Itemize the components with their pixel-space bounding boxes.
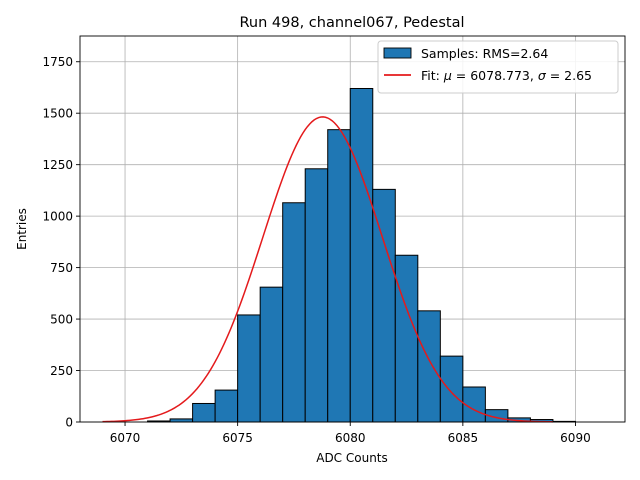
y-tick-label: 1500: [42, 107, 73, 121]
legend-fit-label: Fit: μ = 6078.773, σ = 2.65: [421, 68, 592, 83]
legend-fit-mu-value: = 6078.773,: [452, 68, 538, 83]
x-tick-label: 6070: [110, 431, 141, 445]
axes-frame: [79, 35, 626, 423]
legend-samples-label: Samples: RMS=2.64: [421, 46, 548, 61]
histogram-bar-4: [237, 314, 261, 423]
histogram-bars: [147, 87, 576, 423]
legend-samples-swatch: [383, 47, 412, 59]
x-tick-label: 6080: [335, 431, 366, 445]
x-tick-label: 6090: [560, 431, 591, 445]
histogram-bar-3: [214, 389, 239, 423]
legend-fit-sigma-symbol: σ: [538, 68, 547, 83]
histogram-bar-13: [439, 355, 464, 423]
legend-box: [377, 40, 619, 94]
y-tick-label: 0: [65, 416, 73, 430]
histogram-bar-10: [372, 188, 396, 423]
histogram-bar-5: [259, 286, 284, 423]
legend-fit-prefix: Fit:: [421, 68, 444, 83]
histogram-bar-6: [282, 202, 306, 423]
y-axis-ticks: 0 250 500 750 1000 1250 1500 1750: [42, 55, 80, 430]
x-tick-label: 6085: [448, 431, 479, 445]
y-tick-label: 250: [50, 364, 73, 378]
histogram-bar-9: [349, 87, 374, 423]
histogram-bar-1: [169, 418, 194, 423]
x-axis-label: ADC Counts: [316, 451, 388, 465]
legend-fit-mu-symbol: μ: [443, 68, 452, 83]
x-axis-ticks: 6070 6075 6080 6085 6090: [110, 422, 591, 445]
histogram-bar-12: [417, 310, 441, 423]
y-tick-label: 750: [50, 261, 73, 275]
y-axis-label: Entries: [15, 208, 29, 250]
y-tick-label: 1750: [42, 55, 73, 69]
y-tick-label: 500: [50, 313, 73, 327]
gaussian-fit-curve: [102, 116, 553, 423]
y-tick-label: 1000: [42, 210, 73, 224]
legend-fit-sigma-value: = 2.65: [546, 68, 592, 83]
x-tick-label: 6075: [222, 431, 253, 445]
histogram-bar-2: [192, 402, 216, 423]
y-tick-label: 1250: [42, 158, 73, 172]
legend: Samples: RMS=2.64 Fit: μ = 6078.773, σ =…: [377, 40, 619, 94]
histogram-bar-11: [394, 254, 419, 423]
histogram-bar-7: [304, 168, 329, 423]
histogram-bar-8: [327, 129, 351, 423]
chart-title: Run 498, channel067, Pedestal: [239, 15, 464, 31]
